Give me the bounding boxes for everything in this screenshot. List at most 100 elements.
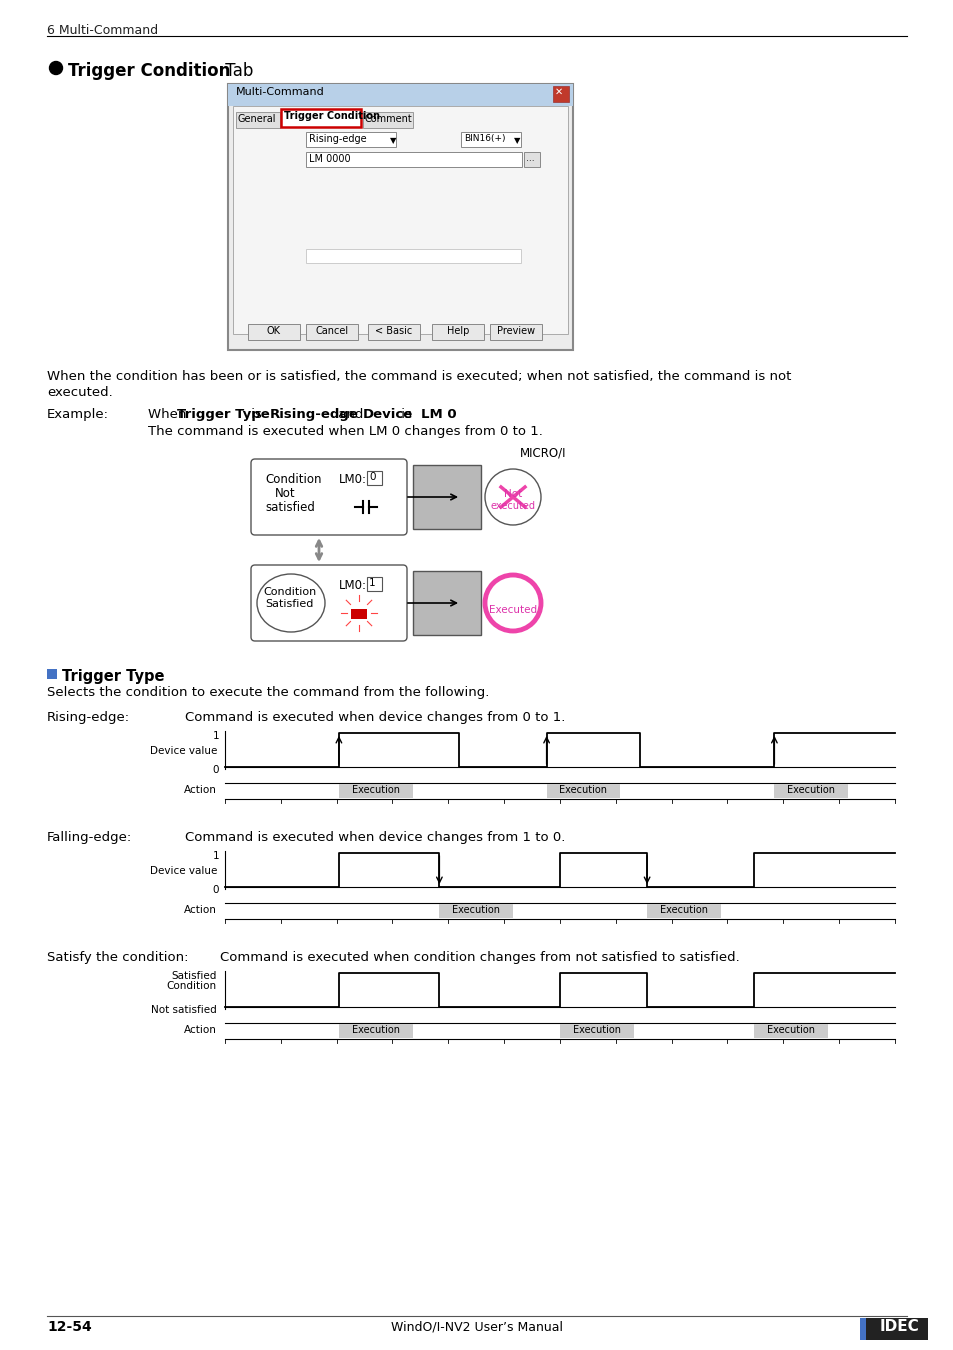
Text: Command is executed when device changes from 1 to 0.: Command is executed when device changes … (185, 832, 565, 844)
Text: Rising-edge: Rising-edge (270, 408, 358, 421)
Text: Rising-edge:: Rising-edge: (47, 711, 130, 724)
Text: Device:: Device: (240, 154, 279, 163)
FancyBboxPatch shape (248, 324, 299, 340)
FancyBboxPatch shape (251, 566, 407, 641)
FancyBboxPatch shape (306, 132, 395, 147)
Text: Execution: Execution (572, 1025, 620, 1035)
Text: Command is executed when device changes from 0 to 1.: Command is executed when device changes … (185, 711, 565, 724)
Text: ▼: ▼ (514, 136, 520, 144)
FancyBboxPatch shape (367, 576, 381, 591)
Text: 0: 0 (369, 472, 375, 482)
FancyBboxPatch shape (228, 84, 573, 107)
FancyBboxPatch shape (646, 904, 720, 918)
Text: Device: Device (362, 408, 413, 421)
FancyBboxPatch shape (281, 109, 360, 127)
Text: Execution: Execution (558, 784, 607, 795)
FancyBboxPatch shape (338, 784, 412, 798)
Text: When: When (148, 408, 191, 421)
FancyBboxPatch shape (439, 904, 513, 918)
FancyBboxPatch shape (251, 459, 407, 535)
Text: Execution: Execution (766, 1025, 814, 1035)
Text: Rising-edge: Rising-edge (309, 134, 366, 144)
Text: is: is (246, 408, 266, 421)
FancyBboxPatch shape (235, 112, 280, 128)
FancyBboxPatch shape (306, 153, 521, 167)
Text: 12-54: 12-54 (47, 1320, 91, 1334)
Text: satisfied: satisfied (265, 501, 314, 514)
Text: 1: 1 (213, 730, 219, 741)
Text: is: is (397, 408, 416, 421)
Text: OK: OK (267, 325, 281, 336)
Ellipse shape (256, 574, 325, 632)
Text: 0: 0 (213, 886, 219, 895)
Text: LM 0000: LM 0000 (309, 154, 351, 163)
Text: LM0:: LM0: (338, 472, 367, 486)
Text: Execution: Execution (352, 784, 399, 795)
Text: Not: Not (503, 489, 521, 500)
Text: Multi-Command: Multi-Command (235, 86, 324, 97)
Text: General: General (237, 113, 276, 124)
FancyBboxPatch shape (413, 571, 480, 634)
Text: When the condition has been or is satisfied, the command is executed; when not s: When the condition has been or is satisf… (47, 370, 791, 383)
Text: IDEC: IDEC (879, 1319, 919, 1334)
Text: 1: 1 (369, 578, 375, 589)
Text: Execution: Execution (352, 1025, 399, 1035)
Text: Device value: Device value (150, 865, 216, 876)
Text: Comment:: Comment: (240, 251, 294, 261)
Text: Data Type:: Data Type: (406, 134, 461, 144)
Text: Execution: Execution (786, 784, 835, 795)
Text: and: and (334, 408, 367, 421)
FancyBboxPatch shape (859, 1318, 927, 1341)
FancyBboxPatch shape (490, 324, 541, 340)
Text: Falling-edge:: Falling-edge: (47, 832, 132, 844)
Circle shape (50, 62, 63, 74)
FancyBboxPatch shape (47, 670, 57, 679)
Text: Help: Help (446, 325, 469, 336)
Text: Example:: Example: (47, 408, 109, 421)
Text: Trigger Type:: Trigger Type: (240, 134, 307, 144)
Text: Cancel: Cancel (315, 325, 348, 336)
Text: 0: 0 (213, 765, 219, 775)
FancyBboxPatch shape (432, 324, 483, 340)
FancyBboxPatch shape (859, 1318, 865, 1341)
Text: Trigger Condition: Trigger Condition (284, 111, 379, 122)
FancyBboxPatch shape (754, 1025, 827, 1038)
FancyBboxPatch shape (228, 84, 573, 350)
FancyBboxPatch shape (306, 248, 520, 263)
Text: Device value: Device value (150, 747, 216, 756)
Text: < Basic: < Basic (375, 325, 413, 336)
Text: Comment: Comment (365, 113, 413, 124)
Text: executed: executed (490, 501, 535, 512)
FancyBboxPatch shape (367, 471, 381, 485)
Text: Command is executed when condition changes from not satisfied to satisfied.: Command is executed when condition chang… (220, 950, 739, 964)
Text: Trigger Type: Trigger Type (177, 408, 270, 421)
Text: Tab: Tab (220, 62, 253, 80)
FancyBboxPatch shape (338, 1025, 412, 1038)
Text: Action: Action (184, 904, 216, 915)
Text: ✕: ✕ (555, 86, 562, 97)
Text: executed.: executed. (47, 386, 112, 400)
Circle shape (484, 468, 540, 525)
Text: Action: Action (184, 1025, 216, 1035)
FancyBboxPatch shape (553, 86, 568, 103)
Text: 6 Multi-Command: 6 Multi-Command (47, 24, 158, 36)
Text: Condition: Condition (265, 472, 321, 486)
Text: Not: Not (274, 487, 295, 500)
Text: ...: ... (525, 154, 534, 163)
FancyBboxPatch shape (351, 609, 367, 620)
Text: MICRO/I: MICRO/I (519, 447, 566, 460)
Text: The command is executed when LM 0 changes from 0 to 1.: The command is executed when LM 0 change… (148, 425, 542, 437)
FancyBboxPatch shape (306, 324, 357, 340)
Text: Preview: Preview (497, 325, 535, 336)
Text: LM 0: LM 0 (420, 408, 456, 421)
FancyBboxPatch shape (546, 784, 619, 798)
Text: Execution: Execution (452, 904, 499, 915)
Text: Action: Action (184, 784, 216, 795)
FancyBboxPatch shape (523, 153, 539, 167)
FancyBboxPatch shape (363, 112, 413, 128)
FancyBboxPatch shape (559, 1025, 633, 1038)
Text: Selects the condition to execute the command from the following.: Selects the condition to execute the com… (47, 686, 489, 699)
Text: WindO/I-NV2 User’s Manual: WindO/I-NV2 User’s Manual (391, 1320, 562, 1332)
Text: Condition: Condition (263, 587, 315, 597)
Text: BIN16(+): BIN16(+) (463, 134, 505, 143)
